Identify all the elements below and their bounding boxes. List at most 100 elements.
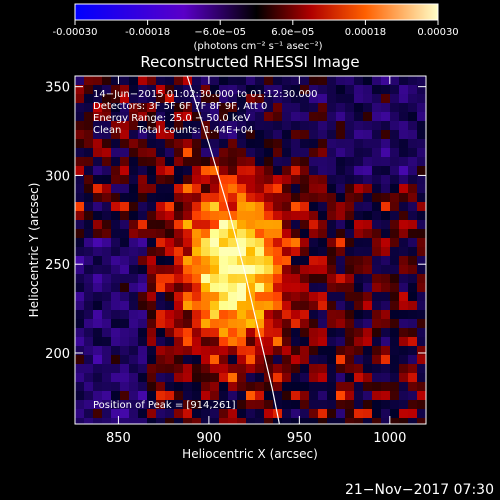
heatmap-cell — [75, 103, 85, 113]
heatmap-cell — [246, 382, 256, 392]
heatmap-cell — [120, 319, 130, 329]
heatmap-cell — [345, 346, 355, 356]
heatmap-cell — [129, 220, 139, 230]
heatmap-cell — [345, 247, 355, 257]
heatmap-cell — [201, 283, 211, 293]
heatmap-cell — [147, 193, 157, 203]
heatmap-cell — [264, 184, 274, 194]
heatmap-cell — [417, 319, 426, 329]
heatmap-cell — [165, 247, 175, 257]
heatmap-cell — [372, 319, 382, 329]
heatmap-cell — [300, 211, 310, 221]
heatmap-cell — [201, 319, 211, 329]
heatmap-cell — [390, 400, 400, 410]
heatmap-cell — [93, 319, 103, 329]
heatmap-cell — [309, 157, 319, 167]
heatmap-cell — [345, 373, 355, 383]
heatmap-cell — [111, 193, 121, 203]
heatmap-cell — [84, 310, 94, 320]
heatmap-cell — [381, 301, 391, 311]
heatmap-cell — [228, 274, 238, 284]
heatmap-cell — [318, 157, 328, 167]
heatmap-cell — [327, 292, 337, 302]
heatmap-cell — [390, 112, 400, 122]
heatmap-cell — [183, 310, 193, 320]
heatmap-cell — [309, 211, 319, 221]
heatmap-cell — [192, 148, 202, 158]
heatmap-cell — [237, 265, 247, 275]
heatmap-cell — [120, 139, 130, 149]
heatmap-cell — [417, 247, 426, 257]
heatmap-cell — [408, 364, 418, 374]
heatmap-cell — [210, 184, 220, 194]
heatmap-cell — [354, 274, 364, 284]
heatmap-cell — [390, 301, 400, 311]
heatmap-cell — [327, 184, 337, 194]
colorbar-tick-label: -0.00018 — [125, 27, 170, 38]
heatmap-cell — [327, 346, 337, 356]
heatmap-cell — [93, 391, 103, 401]
heatmap-cell — [372, 391, 382, 401]
x-tick-label: 1000 — [373, 431, 406, 446]
heatmap-cell — [129, 283, 139, 293]
heatmap-cell — [129, 211, 139, 221]
heatmap-cell — [417, 364, 426, 374]
heatmap-cell — [246, 193, 256, 203]
heatmap-cell — [246, 391, 256, 401]
heatmap-cell — [246, 247, 256, 257]
heatmap-cell — [273, 202, 283, 212]
heatmap-cell — [165, 319, 175, 329]
heatmap-cell — [147, 265, 157, 275]
heatmap-cell — [309, 220, 319, 230]
heatmap-cell — [102, 355, 112, 365]
heatmap-cell — [174, 274, 184, 284]
heatmap-cell — [309, 265, 319, 275]
heatmap-cell — [390, 139, 400, 149]
heatmap-cell — [336, 229, 346, 239]
heatmap-cell — [129, 355, 139, 365]
heatmap-cell — [138, 310, 148, 320]
heatmap-cell — [372, 148, 382, 158]
heatmap-cell — [75, 283, 85, 293]
heatmap-cell — [84, 400, 94, 410]
heatmap-cell — [165, 166, 175, 176]
heatmap-cell — [111, 211, 121, 221]
heatmap-cell — [102, 409, 112, 419]
heatmap-cell — [210, 112, 220, 122]
heatmap-cell — [102, 121, 112, 131]
heatmap-cell — [111, 274, 121, 284]
heatmap-cell — [201, 364, 211, 374]
heatmap-cell — [138, 103, 148, 113]
heatmap-cell — [354, 211, 364, 221]
heatmap-cell — [147, 391, 157, 401]
heatmap-cell — [300, 391, 310, 401]
heatmap-cells — [75, 76, 426, 424]
heatmap-cell — [255, 184, 265, 194]
heatmap-cell — [273, 238, 283, 248]
heatmap-cell — [138, 319, 148, 329]
heatmap-cell — [93, 247, 103, 257]
heatmap-cell — [255, 94, 265, 104]
heatmap-cell — [156, 148, 166, 158]
heatmap-cell — [273, 121, 283, 131]
heatmap-cell — [336, 157, 346, 167]
heatmap-cell — [174, 418, 184, 424]
heatmap-cell — [354, 256, 364, 266]
heatmap-cell — [318, 238, 328, 248]
heatmap-cell — [165, 373, 175, 383]
heatmap-cell — [84, 274, 94, 284]
heatmap-cell — [282, 85, 292, 95]
heatmap-cell — [327, 391, 337, 401]
heatmap-cell — [354, 220, 364, 230]
heatmap-cell — [210, 211, 220, 221]
heatmap-cell — [255, 103, 265, 113]
heatmap-cell — [192, 400, 202, 410]
heatmap-cell — [111, 148, 121, 158]
heatmap-cell — [273, 211, 283, 221]
heatmap-cell — [228, 346, 238, 356]
heatmap-cell — [183, 418, 193, 424]
heatmap-cell — [381, 112, 391, 122]
heatmap-cell — [264, 355, 274, 365]
heatmap-cell — [255, 238, 265, 248]
heatmap-cell — [273, 328, 283, 338]
